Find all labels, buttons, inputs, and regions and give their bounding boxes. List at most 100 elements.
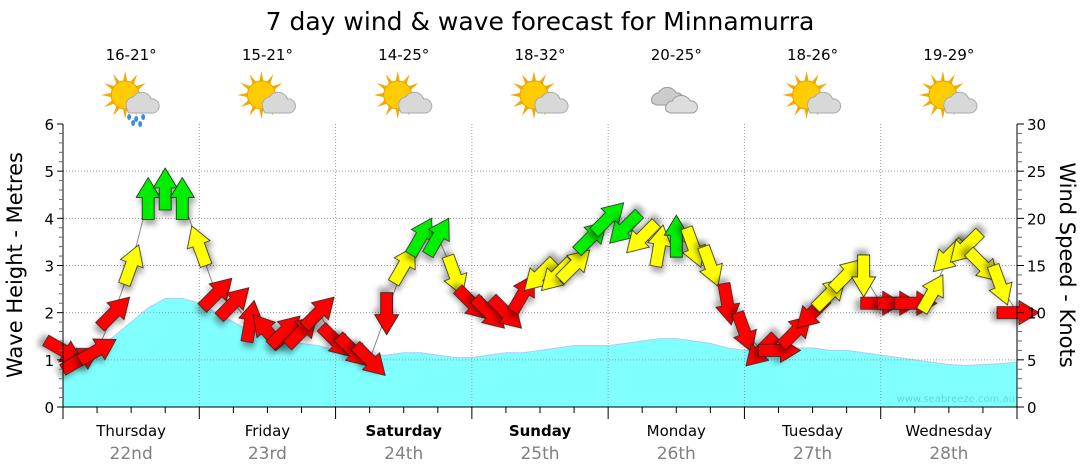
wind-arrow (350, 340, 386, 376)
weather-sun-cloud-icon (918, 71, 978, 119)
day-label: Wednesday (905, 422, 992, 440)
sun-ray (794, 105, 802, 116)
sun-ray (817, 83, 828, 90)
wind-arrow (663, 214, 689, 258)
date-label: 24th (384, 444, 423, 464)
sun-ray (376, 100, 387, 107)
rain-drop-icon (127, 114, 132, 120)
y2-tick-label: 20 (1027, 210, 1046, 228)
sun-ray (510, 92, 521, 98)
wind-arrow (186, 225, 213, 268)
sun-ray (101, 92, 112, 98)
wind-arrow (626, 218, 662, 254)
sun-ray (240, 83, 251, 90)
wave-height-area (62, 298, 1018, 408)
chart-title: 7 day wind & wave forecast for Minnamurr… (266, 7, 815, 36)
wind-arrow (299, 296, 335, 332)
y2-tick-label: 0 (1027, 399, 1037, 417)
day-label: Saturday (366, 422, 443, 440)
wind-arrow (609, 208, 645, 244)
sun-ray (408, 83, 419, 90)
sun-ray (794, 74, 802, 85)
date-label: 23rd (248, 444, 287, 464)
day-label: Thursday (95, 422, 166, 440)
date-label: 27th (793, 444, 832, 464)
wind-arrow (697, 244, 723, 287)
sun-ray (544, 83, 555, 90)
wind-arrow (680, 225, 706, 269)
sun-ray (785, 83, 796, 90)
wind-arrow (197, 277, 233, 313)
sun-ray (402, 74, 410, 85)
sun-ray (136, 83, 146, 90)
sun-ray (531, 71, 537, 82)
sun-ray (804, 108, 809, 119)
wind-arrow (850, 254, 877, 298)
temperature-label: 19-29° (923, 46, 974, 64)
y2-axis-label: Wind Speed - Knots (1055, 162, 1079, 367)
sun-ray (249, 74, 257, 85)
wind-arrow (986, 263, 1013, 306)
weather-sun-cloud-rain-icon (101, 71, 160, 127)
rain-drop-icon (141, 114, 146, 120)
weather-sun-cloud-icon (782, 71, 842, 119)
wind-arrow (76, 338, 117, 367)
cloud-icon (943, 91, 978, 114)
y-tick-label: 6 (44, 116, 54, 134)
sun-ray (237, 92, 248, 98)
sun-ray (373, 92, 384, 98)
sun-ray (785, 100, 796, 107)
weather-sun-cloud-icon (510, 71, 569, 119)
sun-ray (385, 105, 393, 116)
wind-arrow (238, 299, 264, 344)
wind-arrow (169, 176, 195, 220)
wind-arrow (152, 167, 178, 211)
y-tick-label: 2 (44, 305, 54, 323)
weather-sun-cloud-icon (373, 71, 433, 119)
rain-drop-icon (134, 116, 139, 122)
wind-arrow (387, 245, 416, 287)
weather-sun-cloud-icon (237, 71, 296, 119)
y2-tick-label: 15 (1027, 258, 1046, 276)
sun-ray (249, 105, 257, 116)
temperature-label: 15-21° (242, 46, 293, 64)
cloud-icon (806, 91, 842, 114)
wind-arrow (214, 287, 250, 323)
sun-ray (513, 83, 524, 90)
sun-ray (918, 92, 930, 98)
y-tick-label: 3 (44, 258, 54, 276)
temperature-label: 18-32° (514, 46, 565, 64)
cloud-icon (665, 94, 698, 114)
wind-arrow (589, 202, 625, 238)
sun-ray (930, 74, 938, 85)
day-label: Sunday (509, 422, 572, 440)
sun-ray (272, 83, 283, 90)
temperature-label: 20-25° (651, 46, 702, 64)
sun-ray (259, 108, 264, 119)
date-label: 28th (929, 444, 968, 464)
temperature-label: 14-25° (378, 46, 429, 64)
sun-ray (947, 74, 955, 85)
day-label: Friday (245, 422, 291, 440)
wind-arrow (422, 217, 450, 259)
date-label: 26th (657, 444, 696, 464)
sun-ray (531, 108, 537, 119)
wind-arrow (731, 310, 757, 353)
sun-ray (522, 105, 529, 116)
wind-arrow (373, 292, 400, 336)
sun-ray (539, 74, 546, 85)
sun-ray (513, 100, 524, 107)
sun-ray (259, 71, 264, 82)
sun-ray (940, 71, 945, 82)
sun-ray (782, 92, 793, 98)
sun-ray (130, 74, 138, 85)
sun-ray (930, 105, 938, 116)
y2-tick-label: 10 (1027, 305, 1046, 323)
sun-ray (953, 83, 964, 90)
sun-ray (922, 83, 932, 90)
sun-ray (104, 100, 115, 107)
sun-ray (811, 74, 819, 85)
rain-drop-icon (138, 121, 143, 127)
